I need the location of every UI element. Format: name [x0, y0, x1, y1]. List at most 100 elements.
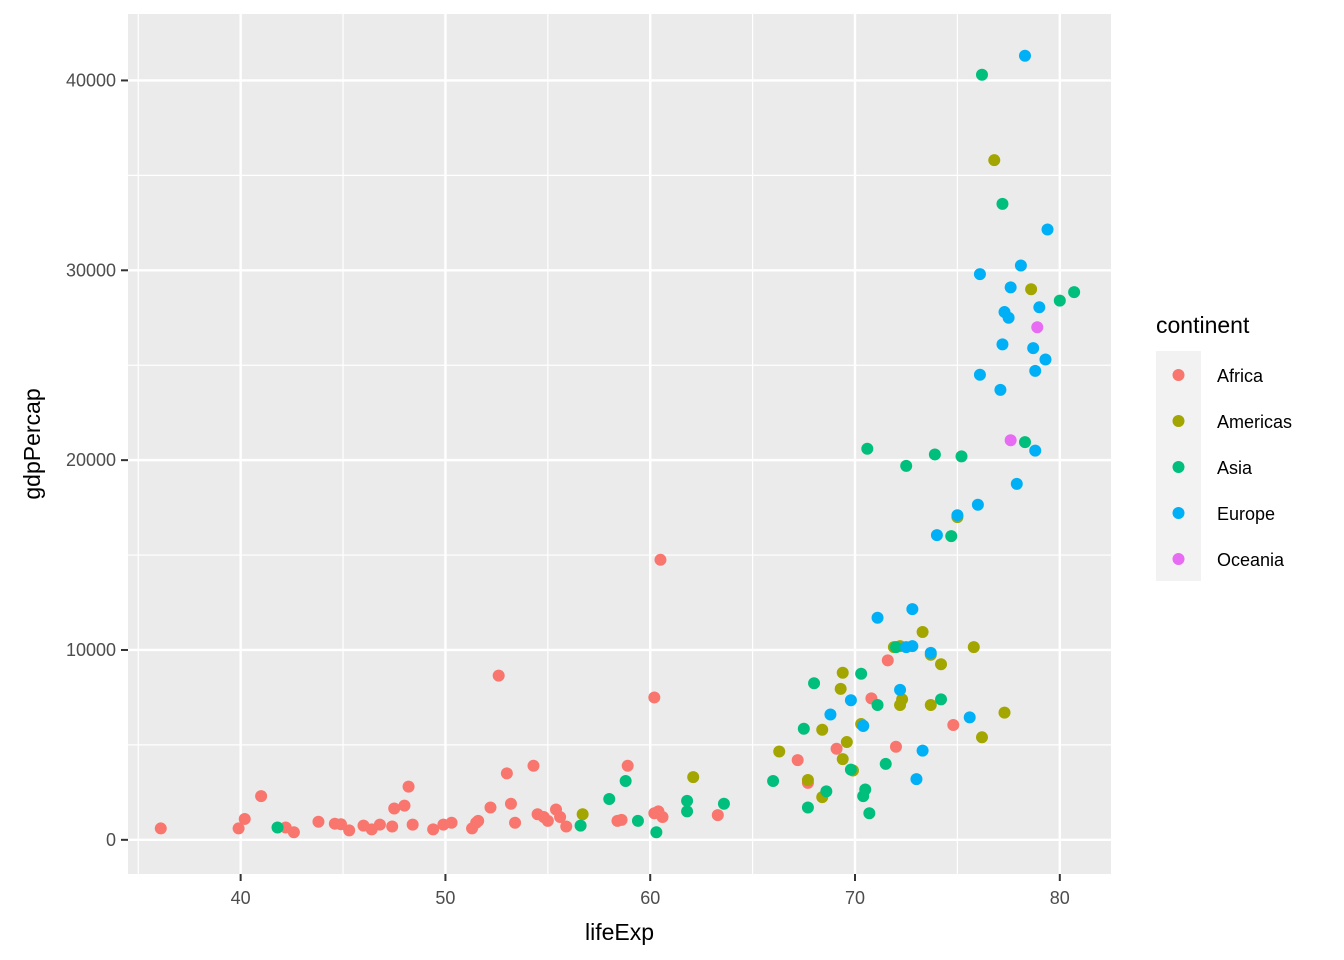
data-point-africa [232, 822, 245, 835]
data-point-asia [574, 819, 587, 832]
data-point-americas [935, 658, 948, 671]
y-axis-title: gdpPercap [19, 388, 45, 499]
data-point-africa [500, 767, 513, 780]
data-point-asia [801, 801, 814, 814]
data-point-asia [797, 722, 810, 735]
data-point-europe [844, 694, 857, 707]
data-point-africa [621, 759, 634, 772]
x-tick-label: 80 [1050, 888, 1070, 908]
data-point-asia [861, 442, 874, 455]
data-point-europe [857, 719, 870, 732]
data-point-africa [509, 816, 522, 829]
data-point-americas [773, 745, 786, 758]
data-point-europe [1041, 223, 1054, 236]
data-point-africa [656, 811, 669, 824]
data-point-africa [830, 742, 843, 755]
legend-label-europe: Europe [1217, 504, 1275, 524]
legend-title: continent [1156, 312, 1250, 338]
data-point-europe [906, 640, 919, 653]
data-point-africa [154, 822, 167, 835]
data-point-asia [863, 807, 876, 820]
data-point-europe [963, 711, 976, 724]
data-point-europe [906, 603, 919, 616]
data-point-asia [681, 805, 694, 818]
y-axis-ticks: 0 10000 20000 30000 40000 [66, 70, 128, 850]
x-tick-label: 50 [435, 888, 455, 908]
data-point-americas [1025, 283, 1038, 296]
data-point-europe [1039, 353, 1052, 366]
data-point-europe [1029, 364, 1042, 377]
data-point-americas [576, 808, 589, 821]
data-point-africa [615, 813, 628, 826]
data-point-asia [650, 826, 663, 839]
y-tick-label: 0 [106, 830, 116, 850]
data-point-europe [971, 498, 984, 511]
data-point-asia [619, 774, 632, 787]
data-point-africa [255, 790, 268, 803]
data-point-asia [928, 448, 941, 461]
data-point-asia [859, 783, 872, 796]
data-point-africa [889, 740, 902, 753]
data-point-asia [855, 667, 868, 680]
data-point-africa [334, 818, 347, 831]
data-point-africa [445, 816, 458, 829]
data-point-asia [603, 793, 616, 806]
data-point-americas [967, 641, 980, 654]
data-point-africa [791, 754, 804, 767]
data-point-europe [824, 708, 837, 721]
legend: continent Africa Americas Asia Europe Oceani… [1156, 312, 1292, 581]
legend-label-americas: Americas [1217, 412, 1292, 432]
minor-gridlines [128, 14, 1111, 874]
data-point-africa [406, 818, 419, 831]
data-point-africa [472, 814, 485, 827]
data-point-americas [916, 625, 929, 638]
data-point-asia [271, 821, 284, 834]
data-point-asia [935, 693, 948, 706]
data-point-europe [1018, 49, 1031, 62]
data-point-asia [767, 774, 780, 787]
data-point-africa [711, 809, 724, 822]
data-point-europe [1002, 311, 1015, 324]
data-point-asia [955, 450, 968, 463]
data-point-asia [889, 641, 902, 654]
data-point-africa [388, 802, 401, 815]
x-tick-label: 60 [640, 888, 660, 908]
data-point-africa [554, 811, 567, 824]
y-tick-label: 10000 [66, 640, 116, 660]
panel-background [128, 14, 1111, 874]
data-point-asia [631, 814, 644, 827]
data-point-asia [900, 459, 913, 472]
data-point-europe [951, 509, 964, 522]
data-point-asia [871, 699, 884, 712]
legend-key-oceania [1172, 553, 1185, 565]
data-point-europe [1027, 342, 1040, 355]
y-tick-label: 30000 [66, 260, 116, 280]
data-point-asia [820, 785, 833, 798]
data-point-europe [916, 744, 929, 757]
data-point-americas [801, 774, 814, 787]
legend-items: Africa Americas Asia Europe Oceania [1172, 366, 1292, 570]
data-point-africa [427, 823, 440, 836]
data-point-africa [238, 812, 251, 825]
data-point-americas [998, 706, 1011, 719]
data-point-asia [1068, 286, 1081, 299]
data-point-africa [881, 654, 894, 667]
data-point-asia [844, 763, 857, 776]
data-point-africa [484, 801, 497, 814]
data-point-asia [681, 794, 694, 807]
data-point-africa [386, 820, 399, 833]
y-tick-label: 20000 [66, 450, 116, 470]
data-point-europe [894, 683, 907, 696]
data-points [154, 49, 1081, 839]
data-point-africa [402, 780, 415, 793]
data-point-americas [840, 736, 853, 749]
data-point-americas [816, 723, 829, 736]
data-point-europe [1010, 477, 1023, 490]
x-axis-ticks: 40 50 60 70 80 [231, 874, 1070, 908]
data-point-europe [973, 368, 986, 381]
legend-key-asia [1172, 461, 1185, 473]
data-point-asia [1018, 436, 1031, 449]
data-point-asia [808, 677, 821, 690]
data-point-oceania [1031, 321, 1044, 334]
